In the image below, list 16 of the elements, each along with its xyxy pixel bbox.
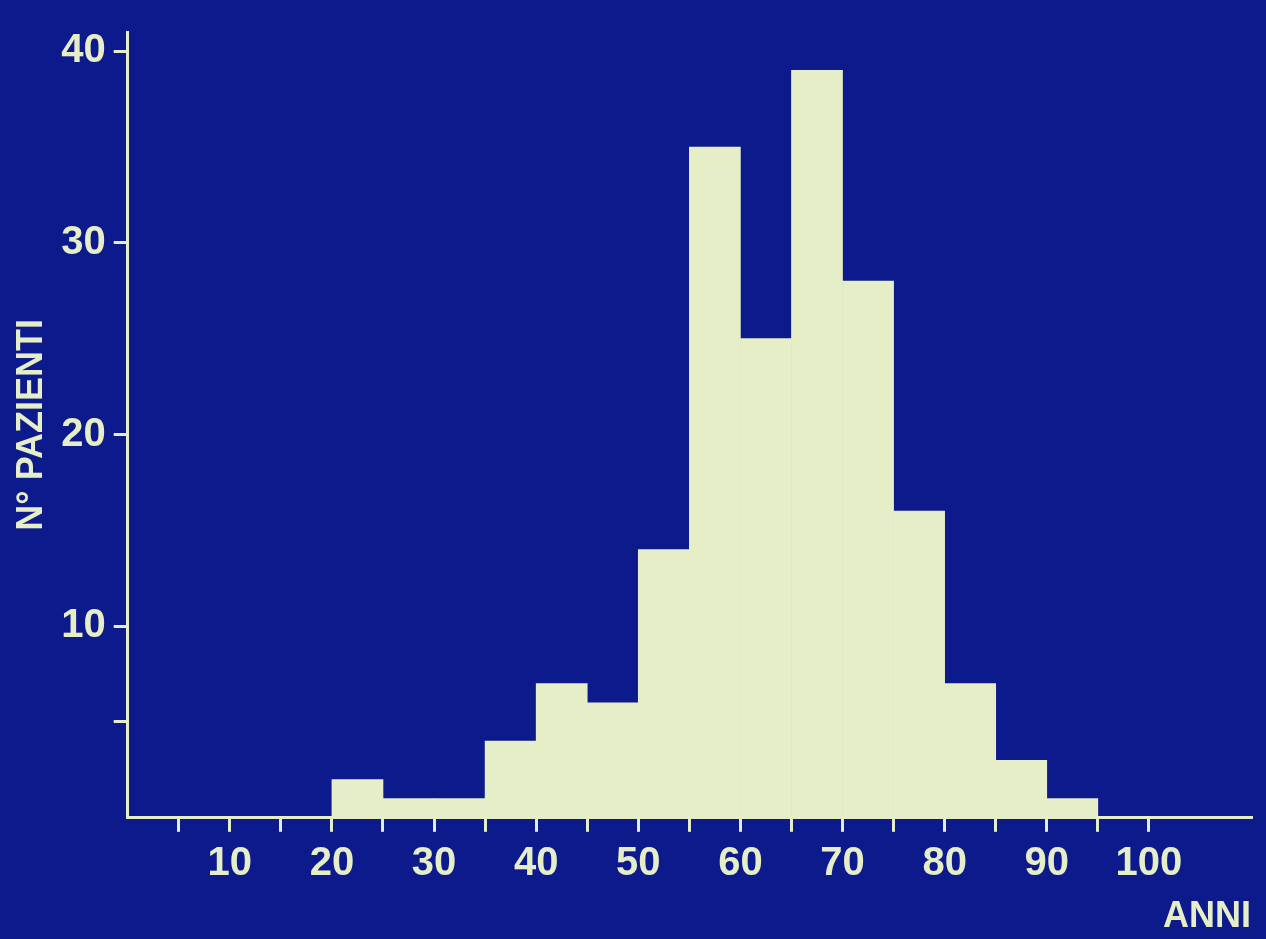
x-tick-label: 90 [1024,838,1070,883]
y-tick-label: 40 [61,26,106,71]
y-tick-label: 10 [61,601,106,646]
x-tick-label: 50 [616,838,661,883]
x-tick-label: 40 [513,838,559,883]
x-tick-label: 10 [207,838,253,883]
y-axis-title: N° PAZIENTI [8,319,50,531]
x-tick-label: 100 [1115,838,1183,883]
x-tick-label: 30 [411,838,457,883]
x-tick-label: 70 [820,838,865,883]
y-tick-label: 20 [61,409,106,454]
x-axis-title: ANNI [1163,894,1251,936]
x-tick-label: 20 [309,838,355,883]
x-tick-label: 60 [718,838,763,883]
x-tick-label: 80 [922,838,967,883]
y-tick-label: 30 [61,217,106,262]
